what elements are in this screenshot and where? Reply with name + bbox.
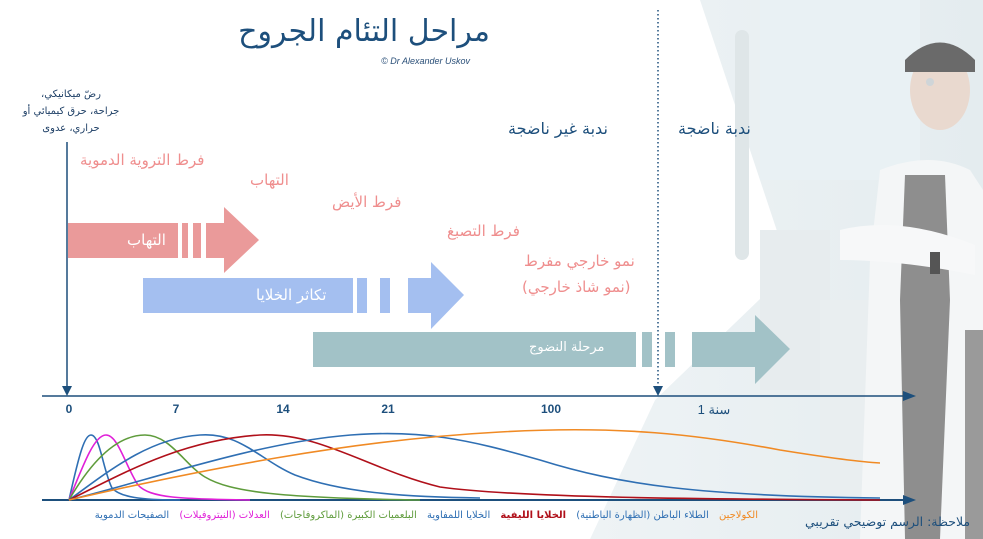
trauma-note-line: حراري، عدوى bbox=[42, 123, 100, 134]
timeline-arrow-icon bbox=[903, 391, 916, 401]
inflammation-label: التهاب bbox=[250, 171, 289, 189]
legend-endothelium: الطلاء الباطن (الظهارة الباطنية) bbox=[576, 510, 709, 521]
maturation-phase-arrow bbox=[313, 315, 790, 384]
proliferation-phase-label: تكاثر الخلايا bbox=[256, 286, 327, 304]
hyperemia-label: فرط التروية الدموية bbox=[80, 151, 205, 169]
cell-type-legend: الكولاجين الطلاء الباطن (الظهارة الباطني… bbox=[38, 510, 758, 521]
immature-scar-label: ندبة غير ناضجة bbox=[508, 119, 608, 138]
approximate-note: ملاحظة: الرسم توضيحي تقريبي bbox=[805, 514, 971, 529]
legend-macrophages: البلعميات الكبيرة (الماكروفاجات) bbox=[280, 510, 417, 521]
tick-day-21: 21 bbox=[381, 402, 395, 416]
page-title: مراحل التئام الجروح bbox=[238, 14, 490, 49]
tick-year-1: سنة 1 bbox=[697, 402, 731, 417]
legend-platelets: الصفيحات الدموية bbox=[94, 510, 170, 521]
hyperpigmentation-label: فرط التصبغ bbox=[447, 222, 520, 240]
maturation-phase-label: مرحلة النضوج bbox=[529, 340, 605, 355]
trauma-causes-note: رضّ ميكانيكي، جراحة، حرق كيميائي أو حرار… bbox=[6, 86, 136, 137]
trauma-note-line: جراحة، حرق كيميائي أو bbox=[22, 106, 120, 117]
tick-day-0: 0 bbox=[65, 402, 73, 416]
trauma-note-line: رضّ ميكانيكي، bbox=[41, 89, 101, 100]
legend-neutrophils: العدلات (النيتروفيلات) bbox=[179, 510, 270, 521]
legend-fibroblasts: الخلايا الليفية bbox=[500, 510, 567, 521]
copyright-text: © Dr Alexander Uskov bbox=[381, 56, 470, 66]
trauma-arrow-icon bbox=[62, 386, 72, 396]
legend-lymphocytes: الخلايا اللمفاوية bbox=[426, 510, 491, 521]
inflammation-phase-arrow bbox=[68, 207, 259, 273]
mature-scar-label: ندبة ناضجة bbox=[678, 119, 751, 138]
scar-boundary-arrow-icon bbox=[653, 386, 663, 396]
tick-day-14: 14 bbox=[276, 402, 290, 416]
cell-population-curves bbox=[68, 428, 881, 501]
graph-axis-arrow-icon bbox=[903, 495, 916, 505]
overgrowth-parenthetical-label: (نمو شاذ خارجي) bbox=[522, 278, 631, 296]
hypermetabolism-label: فرط الأيض bbox=[332, 193, 402, 211]
tick-day-100: 100 bbox=[540, 402, 562, 416]
inflammation-phase-label: التهاب bbox=[127, 231, 166, 249]
proliferation-phase-arrow bbox=[143, 262, 464, 329]
overgrowth-label: نمو خارجي مفرط bbox=[524, 252, 635, 270]
tick-day-7: 7 bbox=[172, 402, 180, 416]
legend-collagen: الكولاجين bbox=[718, 510, 758, 521]
